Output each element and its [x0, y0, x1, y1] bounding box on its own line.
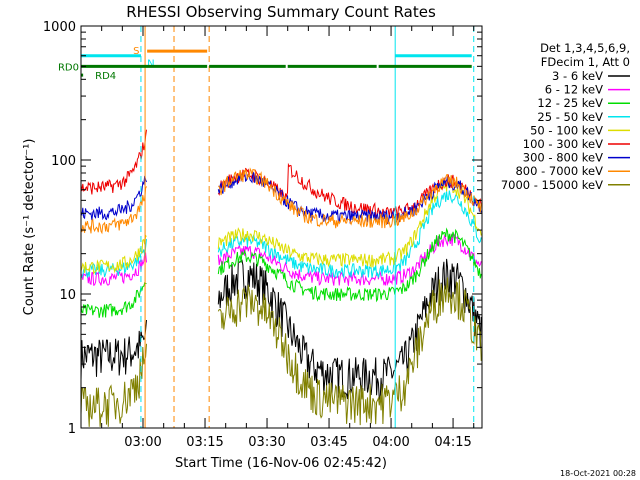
series-line-100-300kev-segment-0 [80, 129, 147, 195]
series-line-7000-15000kev-segment-0 [80, 343, 147, 427]
legend-label-2: 12 - 25 keV [537, 96, 603, 110]
legend-header-line-1: Det 1,3,4,5,6,9, [540, 41, 630, 55]
legend-label-5: 100 - 300 keV [523, 137, 603, 151]
x-tick-label-1: 03:15 [186, 435, 223, 450]
y-tick-label-3: 1000 [43, 20, 76, 35]
x-tick-label-3: 03:45 [310, 435, 347, 450]
series-line-6-12kev-segment-0 [80, 252, 147, 286]
legend-label-4: 50 - 100 keV [530, 123, 603, 137]
series-line-800-7000kev-segment-1 [217, 167, 482, 229]
x-tick-label-4: 04:00 [372, 435, 409, 450]
legend-label-7: 800 - 7000 keV [515, 164, 603, 178]
plot-frame [80, 25, 483, 429]
flag-label-s: S [133, 46, 139, 57]
chart-title: RHESSI Observing Summary Count Rates [126, 3, 436, 21]
series-line-7000-15000kev-segment-1 [217, 277, 482, 426]
timestamp: 18-Oct-2021 00:28 [560, 469, 636, 478]
marker-layer [140, 26, 475, 428]
axis-layer: 1 10 100 1000 03:00 03:15 03:30 03:45 04:00 04:15 [43, 20, 482, 450]
series-line-3-6kev-segment-0 [80, 319, 147, 381]
y-tick-label-2: 100 [51, 154, 76, 169]
legend-label-0: 3 - 6 keV [552, 69, 603, 83]
legend-header-line-2: FDecim 1, Att 0 [541, 55, 630, 69]
x-tick-label-2: 03:30 [248, 435, 285, 450]
y-tick-label-1: 10 [59, 288, 76, 303]
series-line-800-7000kev-segment-0 [80, 186, 147, 235]
legend-label-3: 25 - 50 keV [537, 110, 603, 124]
flag-label-n: N [147, 59, 154, 70]
legend: Det 1,3,4,5,6,9, FDecim 1, Att 0 3 - 6 k… [501, 41, 630, 192]
flag-label-rd0: RD0 [58, 62, 79, 73]
series-line-50-100kev-segment-1 [217, 178, 482, 269]
legend-label-6: 300 - 800 keV [523, 151, 603, 165]
series-line-3-6kev-segment-1 [217, 258, 482, 400]
y-axis-label: Count Rate (s⁻¹ detector⁻¹) [22, 139, 37, 316]
series-line-12-25kev-segment-1 [217, 227, 482, 303]
x-tick-label-0: 03:00 [124, 435, 161, 450]
series-layer [80, 129, 482, 427]
series-line-12-25kev-segment-0 [80, 282, 147, 318]
flag-label-rd4: RD4 [95, 71, 116, 82]
x-axis-label: Start Time (16-Nov-06 02:45:42) [175, 456, 387, 471]
flag-layer: SN RD0 RD4 [58, 46, 472, 82]
legend-label-1: 6 - 12 keV [545, 83, 603, 97]
x-tick-label-5: 04:15 [434, 435, 471, 450]
series-line-50-100kev-segment-0 [80, 234, 147, 275]
y-tick-label-0: 1 [68, 422, 76, 437]
legend-label-8: 7000 - 15000 keV [501, 178, 603, 192]
